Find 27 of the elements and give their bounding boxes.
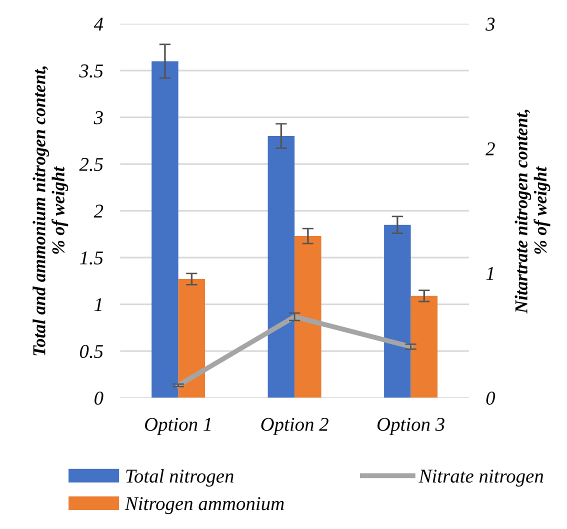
bar <box>410 296 438 398</box>
y-tick-label: 0 <box>94 392 104 405</box>
y2-axis-title: Nitartrate nitrogen content, % of weight <box>514 110 550 314</box>
legend-label: Total nitrogen <box>126 469 234 487</box>
y-tick-label: 1 <box>94 298 102 312</box>
y-tick-label: 3 <box>94 111 103 124</box>
bar <box>268 136 295 398</box>
y-tick-label: 2.5 <box>79 158 103 172</box>
y-tick-label: 3.5 <box>79 64 103 78</box>
y-tick-label: 2 <box>94 204 104 218</box>
legend-label: Nitrogen ammonium <box>124 497 284 514</box>
y2-tick-label: 2 <box>486 142 495 156</box>
y-tick-label: 0.5 <box>80 344 103 358</box>
bar <box>152 61 178 398</box>
y-axis-title: Total and ammonium nitrogen content, % of weight <box>32 66 68 356</box>
y-tick-label: 4 <box>94 18 104 31</box>
legend-label: Nitrate nitrogen <box>418 470 544 487</box>
bar <box>384 224 411 398</box>
bar <box>294 236 322 398</box>
x-tick-label: Option 1 <box>145 418 211 435</box>
y2-tick-label: 0 <box>486 392 496 405</box>
bar <box>178 279 206 398</box>
y-tick-label: 1.5 <box>80 251 103 265</box>
x-tick-label: Option 3 <box>377 418 444 435</box>
x-tick-label: Option 2 <box>261 418 328 435</box>
y2-tick-label: 1 <box>486 267 494 280</box>
y2-tick-label: 3 <box>486 18 495 31</box>
